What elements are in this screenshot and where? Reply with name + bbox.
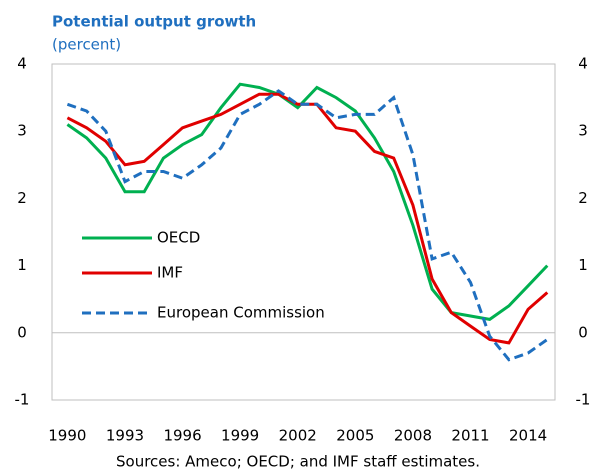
x-tick-label: 1990 — [48, 427, 86, 445]
y2-tick-label: 0 — [578, 323, 588, 341]
y2-tick-label: 1 — [578, 256, 588, 274]
series-line — [66, 82, 549, 321]
y-tick-label: -1 — [15, 391, 30, 409]
y-tick-label: 3 — [17, 122, 27, 140]
y2-tick-label: -1 — [576, 391, 591, 409]
y-tick-label: 1 — [17, 256, 27, 274]
chart-title: Potential output growth — [52, 13, 256, 31]
chart-subtitle: (percent) — [52, 36, 121, 54]
x-tick-label: 1993 — [106, 427, 144, 445]
source-note: Sources: Ameco; OECD; and IMF staff esti… — [116, 453, 480, 471]
y2-tick-label: 4 — [578, 55, 588, 73]
x-tick-label: 1999 — [221, 427, 259, 445]
y-tick-label: 0 — [17, 323, 27, 341]
x-tick-label: 2011 — [451, 427, 489, 445]
x-tick-label: 2005 — [336, 427, 374, 445]
series-line — [66, 89, 549, 362]
y-tick-label: 4 — [17, 55, 27, 73]
y-tick-label: 2 — [17, 189, 27, 207]
y2-tick-label: 3 — [578, 122, 588, 140]
x-tick-label: 2002 — [279, 427, 317, 445]
legend-label: IMF — [157, 264, 183, 282]
plot-frame — [51, 63, 556, 401]
legend-label: OECD — [157, 229, 200, 247]
x-tick-label: 1996 — [163, 427, 201, 445]
legend-label: European Commission — [157, 304, 325, 322]
x-tick-label: 2008 — [394, 427, 432, 445]
x-tick-label: 2014 — [509, 427, 547, 445]
y2-tick-label: 2 — [578, 189, 588, 207]
